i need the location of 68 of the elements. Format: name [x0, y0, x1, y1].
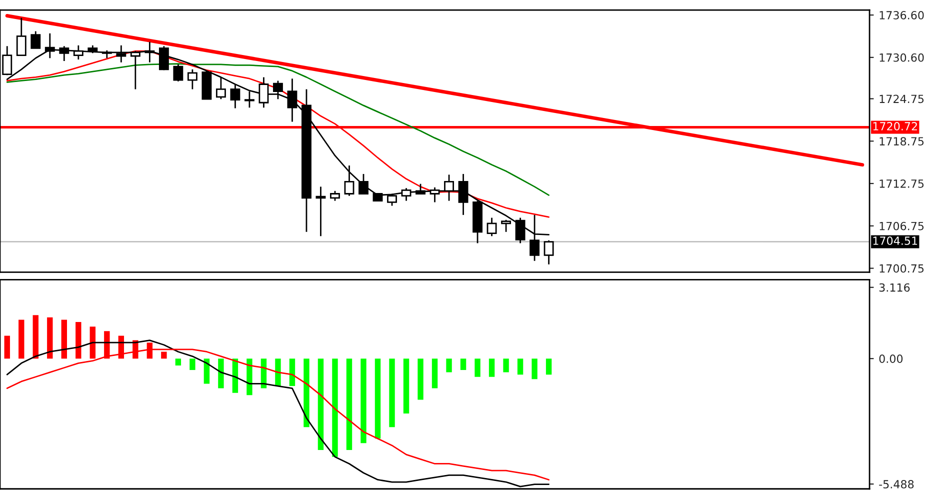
- candlestick: [244, 90, 254, 108]
- y-tick-label: 1700.75: [880, 264, 924, 273]
- bar: [503, 358, 509, 372]
- candlestick: [330, 190, 340, 202]
- bar: [446, 358, 452, 372]
- candlestick: [16, 17, 26, 57]
- candlestick: [444, 174, 454, 202]
- bar: [304, 358, 310, 428]
- bar: [76, 322, 82, 359]
- y-tick-label: 1730.60: [880, 53, 924, 62]
- bar: [161, 352, 167, 359]
- ref-line-label: 1720.72: [873, 122, 917, 130]
- candlestick: [430, 186, 440, 203]
- bar: [546, 358, 552, 375]
- candlestick: [458, 173, 468, 216]
- bar: [318, 358, 324, 450]
- candlestick: [486, 217, 497, 237]
- bar: [47, 317, 53, 359]
- bar: [532, 358, 538, 380]
- candlestick: [173, 64, 184, 82]
- candlestick: [416, 183, 426, 194]
- bar: [275, 358, 281, 386]
- bar: [32, 315, 38, 359]
- bar: [374, 358, 381, 439]
- bar: [403, 358, 410, 414]
- candlestick: [258, 76, 269, 108]
- y-tick-label: 1706.75: [880, 222, 924, 230]
- y-tick-label: 1718.75: [880, 137, 924, 146]
- y-tick-label: 0.00: [879, 354, 903, 363]
- bar: [218, 358, 224, 388]
- bar: [474, 358, 480, 377]
- bar: [175, 358, 182, 366]
- bar: [460, 358, 466, 370]
- bar: [418, 358, 424, 400]
- candlestick: [358, 173, 368, 194]
- bar: [332, 358, 338, 457]
- candlestick: [544, 240, 554, 266]
- candlestick: [272, 80, 283, 100]
- candlestick: [501, 219, 512, 233]
- bar: [204, 358, 210, 384]
- candlestick: [30, 30, 41, 49]
- bar: [389, 358, 395, 428]
- bar: [289, 358, 296, 386]
- bar: [190, 358, 196, 370]
- y-tick-label: 1724.75: [880, 94, 924, 104]
- y-tick-label: 1712.75: [880, 179, 924, 188]
- bar: [61, 320, 67, 359]
- candlestick: [316, 186, 326, 237]
- ref-line-label: 1704.51: [873, 236, 918, 245]
- candlestick: [230, 84, 240, 109]
- bar: [432, 358, 438, 388]
- bar: [488, 358, 495, 377]
- bar: [346, 358, 352, 450]
- y-tick-label: 1736.60: [880, 11, 924, 20]
- candlestick: [216, 76, 226, 100]
- candlestick: [287, 78, 298, 122]
- candlestick: [387, 193, 397, 206]
- line-series: [6, 63, 550, 196]
- candlestick: [344, 164, 354, 197]
- candlestick: [401, 187, 412, 202]
- bar: [246, 358, 252, 396]
- y-tick-label: 3.116: [879, 283, 910, 292]
- bar: [517, 358, 524, 375]
- bar: [4, 336, 10, 359]
- bar: [360, 358, 366, 444]
- y-tick-label: -5.488: [879, 480, 914, 488]
- candlestick: [187, 68, 198, 90]
- bar: [18, 320, 24, 359]
